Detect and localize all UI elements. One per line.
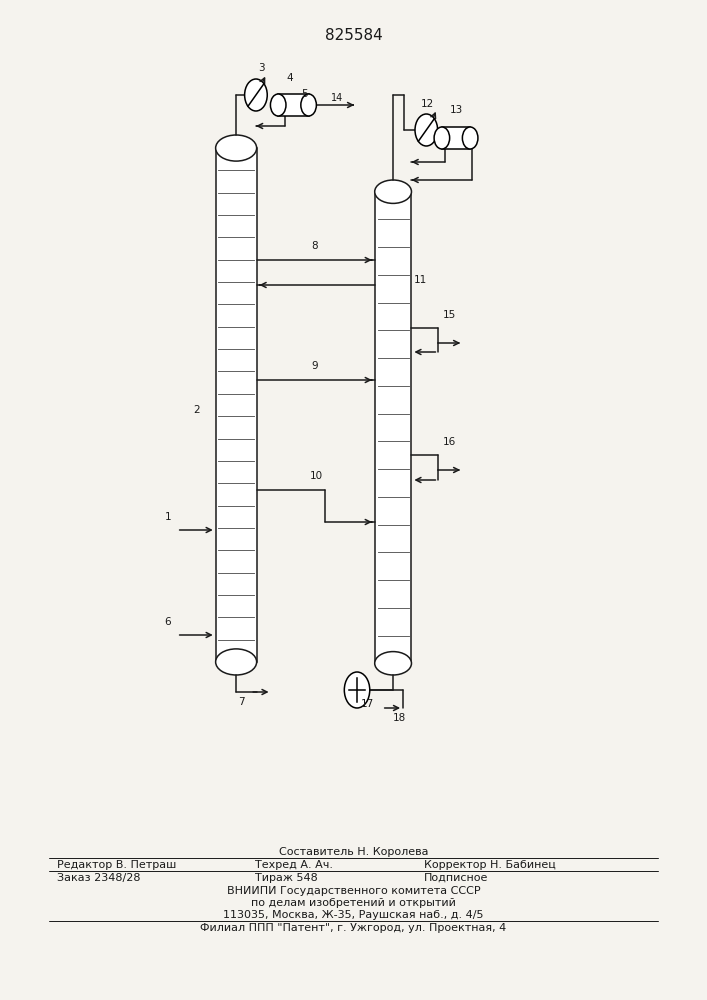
- Bar: [216, 148, 257, 662]
- Text: 3: 3: [258, 63, 264, 73]
- Text: 2: 2: [193, 405, 199, 415]
- Text: Составитель Н. Королева: Составитель Н. Королева: [279, 847, 428, 857]
- Text: 8: 8: [311, 241, 317, 251]
- Text: 4: 4: [286, 73, 293, 83]
- Text: Подписное: Подписное: [424, 873, 489, 883]
- Text: 15: 15: [443, 310, 457, 320]
- Text: Филиал ППП "Патент", г. Ужгород, ул. Проектная, 4: Филиал ППП "Патент", г. Ужгород, ул. Про…: [200, 923, 507, 933]
- Text: по делам изобретений и открытий: по делам изобретений и открытий: [251, 898, 456, 908]
- Bar: [278, 94, 308, 116]
- Text: 6: 6: [165, 617, 171, 627]
- Text: ВНИИПИ Государственного комитета СССР: ВНИИПИ Государственного комитета СССР: [227, 886, 480, 896]
- Text: Редактор В. Петраш: Редактор В. Петраш: [57, 860, 176, 870]
- Text: 12: 12: [421, 99, 434, 109]
- Ellipse shape: [301, 94, 316, 116]
- Text: 11: 11: [414, 275, 428, 285]
- Circle shape: [344, 672, 370, 708]
- Text: 113035, Москва, Ж-35, Раушская наб., д. 4/5: 113035, Москва, Ж-35, Раушская наб., д. …: [223, 910, 484, 920]
- Text: 13: 13: [450, 105, 463, 115]
- Bar: [375, 192, 411, 663]
- Text: 18: 18: [392, 713, 406, 723]
- Text: Техред А. Ач.: Техред А. Ач.: [255, 860, 332, 870]
- Bar: [442, 127, 470, 149]
- Ellipse shape: [462, 127, 478, 149]
- Text: 9: 9: [311, 361, 317, 371]
- Text: 16: 16: [443, 437, 457, 447]
- Ellipse shape: [216, 135, 257, 161]
- Text: 17: 17: [361, 699, 374, 709]
- Ellipse shape: [375, 180, 411, 203]
- Text: 14: 14: [331, 93, 343, 103]
- Text: Заказ 2348/28: Заказ 2348/28: [57, 873, 140, 883]
- Circle shape: [415, 114, 438, 146]
- Ellipse shape: [434, 127, 450, 149]
- Ellipse shape: [216, 649, 257, 675]
- Text: 10: 10: [310, 471, 323, 481]
- Circle shape: [245, 79, 267, 111]
- Text: Тираж 548: Тираж 548: [255, 873, 317, 883]
- Ellipse shape: [270, 94, 286, 116]
- Text: 825584: 825584: [325, 27, 382, 42]
- Text: 5: 5: [301, 89, 308, 99]
- Text: 7: 7: [238, 697, 245, 707]
- Text: Корректор Н. Бабинец: Корректор Н. Бабинец: [424, 860, 556, 870]
- Text: 1: 1: [165, 512, 171, 522]
- Ellipse shape: [375, 652, 411, 675]
